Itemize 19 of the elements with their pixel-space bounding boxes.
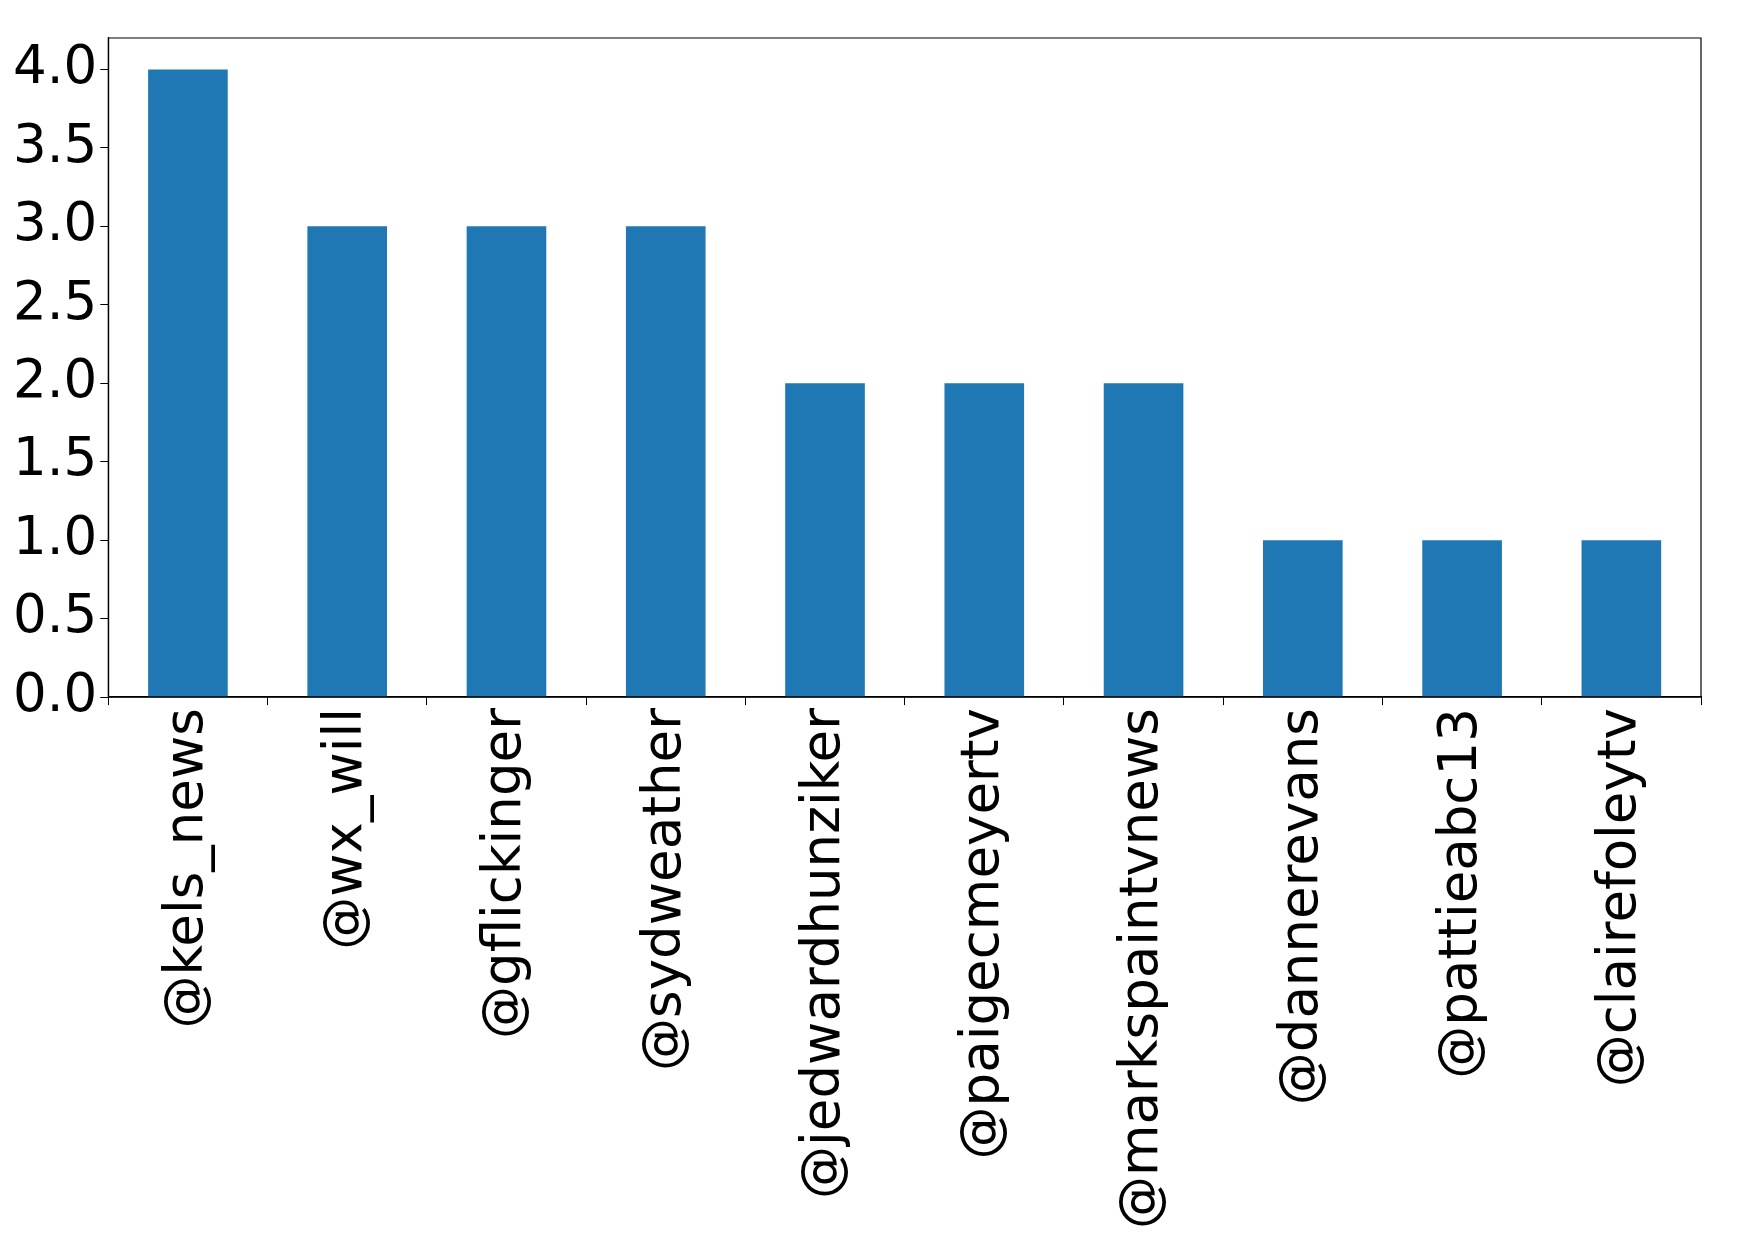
y-tick-label: 2.5 (12, 269, 98, 331)
y-tick-label: 4.0 (12, 34, 98, 96)
x-tick-label: @sydweather (630, 707, 692, 1071)
y-tick-label: 0.0 (12, 661, 98, 723)
x-tick-label: @paigecmeyertv (949, 708, 1011, 1160)
y-tick-label: 1.0 (12, 504, 98, 566)
x-tick-label: @gflickinger (471, 707, 533, 1040)
x-tick-label: @markspaintvnews (1108, 708, 1170, 1230)
x-tick-label: @kels_news (152, 708, 215, 1029)
y-tick-label: 3.5 (12, 112, 98, 174)
x-tick-label: @jedwardhunziker (789, 707, 851, 1199)
y-tick-label: 0.5 (12, 583, 98, 645)
y-tick-label: 2.0 (12, 347, 98, 409)
x-tick-label: @clairefoleytv (1586, 708, 1648, 1088)
x-tick-label: @pattieabc13 (1426, 708, 1488, 1079)
y-tick-label: 1.5 (12, 426, 98, 488)
y-tick-label: 3.0 (12, 191, 98, 253)
x-tick-label: @wx_will (311, 708, 374, 950)
x-tick-label: @dannerevans (1267, 708, 1329, 1106)
